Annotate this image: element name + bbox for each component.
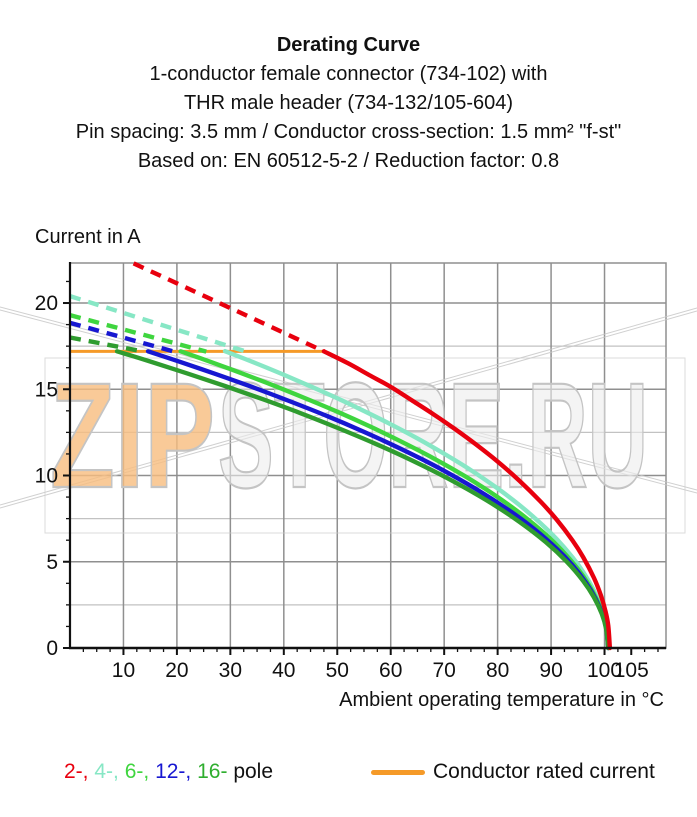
legend-pole-word: pole: [233, 760, 274, 783]
rated-current-label: Conductor rated current: [433, 760, 655, 783]
chart-title: Derating Curve: [276, 34, 421, 56]
x-tick-label: 40: [272, 659, 295, 682]
curve-dashed-16-pole: [69, 335, 143, 354]
y-tick-label: 15: [35, 378, 58, 401]
curve-dashed-4-pole: [69, 294, 248, 354]
x-tick-label: 80: [486, 659, 509, 682]
x-tick-label: 50: [326, 659, 349, 682]
y-tick-label: 0: [46, 637, 58, 660]
subtitle-based-on: Based on: EN 60512-5-2 / Reduction facto…: [137, 150, 560, 172]
legend-pole-counts: 2-, 4-, 6-, 12-, 16- pole: [64, 760, 273, 784]
watermark-frame: [44, 357, 686, 534]
x-tick-label: 30: [219, 659, 242, 682]
subtitle-pin-spacing: Pin spacing: 3.5 mm / Conductor cross-se…: [75, 121, 622, 143]
legend-item-12-pole: 12-,: [155, 760, 192, 783]
watermark-hairline: [0, 310, 697, 509]
x-tick-label: 105: [614, 659, 649, 682]
x-axis-title: Ambient operating temperature in °C: [339, 689, 664, 711]
curve-dashed-2-pole: [132, 261, 325, 354]
curve-dashed-12-pole: [69, 320, 175, 354]
subtitle-header: THR male header (734-132/105-604): [183, 92, 514, 114]
x-tick-label: 90: [539, 659, 562, 682]
x-tick-label: 60: [379, 659, 402, 682]
title-block: Derating Curve 1-conductor female connec…: [0, 31, 697, 176]
subtitle-connector: 1-conductor female connector (734-102) w…: [149, 63, 548, 85]
curve-dashed-6-pole: [69, 312, 207, 354]
y-tick-label: 5: [46, 551, 58, 574]
x-tick-label: 10: [112, 659, 135, 682]
rated-current-swatch: [371, 770, 425, 775]
x-tick-label: 20: [165, 659, 188, 682]
legend-item-4-pole: 4-,: [94, 760, 119, 783]
legend-item-6-pole: 6-,: [124, 760, 150, 783]
x-tick-label: 70: [432, 659, 455, 682]
y-axis-title: Current in A: [35, 226, 141, 248]
y-tick-label: 20: [35, 292, 58, 315]
x-tick-label: 100: [587, 659, 622, 682]
y-tick-label: 10: [35, 465, 58, 488]
curve-solid-16-pole: [114, 349, 611, 651]
legend-item-16-pole: 16-: [197, 760, 228, 783]
watermark-text-zip: ZIP: [50, 351, 215, 519]
legend-item-2-pole: 2-,: [64, 760, 89, 783]
watermark-hairline: [0, 307, 697, 506]
curve-solid-2-pole: [321, 349, 613, 651]
